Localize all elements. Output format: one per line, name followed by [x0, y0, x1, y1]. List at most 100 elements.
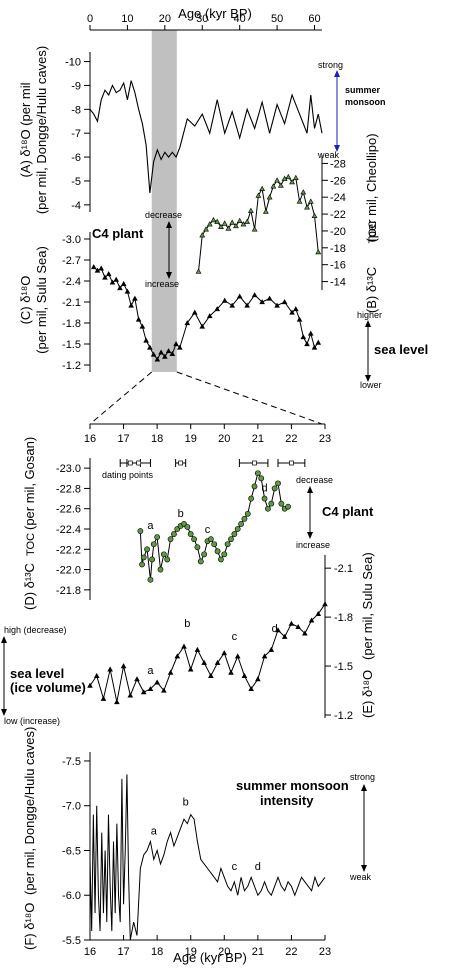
panel-c-point: [289, 309, 295, 315]
panel-b-point: [225, 225, 232, 231]
panel-e-point: [167, 669, 174, 675]
panel-f-y-tick-label: -6.0: [62, 890, 81, 902]
top-x-tick-label: 20: [159, 13, 171, 25]
panel-d-letter-b: b: [178, 508, 184, 520]
top-x-tick-label: 50: [271, 13, 283, 25]
panel-b-point: [281, 175, 288, 181]
panel-d-annotation-top: decrease: [296, 475, 333, 485]
panel-c-point: [292, 306, 299, 312]
zoom-guide-right: [176, 371, 323, 425]
panel-e-point: [268, 646, 275, 652]
panel-b-point: [214, 218, 221, 224]
panel-d-y-tick-label: -22.6: [56, 504, 81, 516]
panel-d-point: [241, 515, 248, 522]
panel-c-point: [307, 330, 314, 336]
panel-e-point: [288, 620, 295, 626]
panel-c-y-tick-label: -2.4: [62, 276, 81, 288]
panel-b-point: [262, 208, 269, 214]
panel-c-point: [296, 316, 303, 322]
panel-e-point: [214, 659, 221, 665]
panel-d-ylabel-sub: TOC: [25, 533, 37, 556]
panel-e-point: [127, 692, 134, 698]
panel-c-point: [221, 297, 228, 303]
panel-f-ylabel-2: (per mil, Dongge/Hulu caves): [22, 727, 37, 895]
panel-b-ylabel-sub: TOC: [367, 220, 379, 243]
panel-d-point: [254, 470, 261, 477]
panel-c-point: [147, 344, 153, 350]
panel-e-point: [228, 669, 234, 675]
panel-e-point: [255, 676, 261, 682]
panel-f-x-tick-label: 17: [117, 946, 129, 958]
panel-e-ylabel-2: (per mil, Sulu Sea): [360, 552, 375, 660]
panel-c-point: [120, 280, 127, 286]
panel-c-point: [124, 288, 131, 294]
panel-d-point: [187, 531, 194, 537]
panel-b-y-tick-label: -14: [330, 277, 346, 289]
panel-d-point: [244, 510, 251, 517]
panel-d-point: [201, 551, 208, 558]
panel-b-point: [206, 221, 213, 227]
panel-c-point: [162, 353, 168, 359]
panel-f-letter-b: b: [183, 797, 189, 809]
dating-point-marker: [178, 460, 183, 466]
panel-b-point: [266, 194, 273, 200]
panel-b-point: [210, 216, 217, 223]
panel-e-point: [281, 633, 288, 639]
panel-f-x-tick-label: 22: [285, 946, 297, 958]
dating-point-marker: [289, 460, 294, 466]
panel-d-top-x-tick-label: 23: [319, 433, 331, 445]
marks-layer: [87, 173, 328, 705]
panel-c-point: [236, 293, 243, 299]
panel-d-ylabel: (D) δ¹³C: [22, 563, 37, 610]
panel-b-point: [270, 183, 277, 189]
panel-e-point: [315, 610, 322, 616]
panel-f-annotation-bottom: weak: [349, 872, 372, 882]
panel-e-y-tick-label: -1.5: [334, 661, 353, 673]
panel-a-y-tick-label: -5: [71, 176, 81, 188]
panel-e-point: [181, 643, 187, 649]
panel-d-point: [197, 558, 204, 565]
panel-f-x-tick-label: 20: [218, 946, 230, 958]
panel-e-point: [261, 653, 268, 659]
panel-b-point: [221, 220, 228, 226]
panel-f-arrow-head-bottom: [361, 865, 367, 872]
panel-e-point: [308, 617, 315, 623]
panel-c-point: [109, 279, 116, 285]
panel-d-ylabel-2: (per mil, Gosan): [22, 437, 37, 530]
panel-b-point: [255, 192, 262, 198]
panel-d-point: [238, 521, 244, 527]
panel-e-annotation-label-1: sea level: [10, 666, 64, 681]
panel-d-point: [224, 541, 231, 548]
panel-b-y-tick-label: -28: [330, 158, 346, 170]
panel-c-ylabel-2: (per mil, Sulu Sea): [34, 246, 49, 354]
panel-d-point: [164, 556, 171, 563]
panel-e-point: [140, 689, 147, 695]
panel-f-annotation-label-2: intensity: [260, 793, 314, 808]
panel-a-ylabel-2: (per mil, Dongge/Hulu caves): [34, 46, 49, 214]
panel-c-point: [281, 299, 288, 305]
panel-f-x-tick-label: 18: [151, 946, 163, 958]
panel-f-y-tick-label: -6.5: [62, 845, 81, 857]
panel-e-point: [201, 659, 207, 665]
panel-c-point: [191, 309, 198, 315]
panel-b-y-tick-label: -20: [330, 226, 346, 238]
panel-a-annotation-label-1: summer: [345, 85, 381, 95]
panel-e-point: [93, 672, 100, 678]
shaded-interval: [151, 30, 177, 372]
panel-d-point: [171, 531, 177, 537]
panel-b-point: [315, 249, 322, 255]
panel-c-point: [128, 302, 134, 308]
panel-d-top-x-tick-label: 16: [84, 433, 96, 445]
panel-c-point: [102, 274, 108, 280]
panel-c-point: [206, 313, 213, 319]
panel-c-y-tick-label: -1.5: [62, 339, 81, 351]
panel-e-point: [114, 699, 120, 705]
panel-e-point: [120, 663, 127, 669]
panel-e-y-tick-label: -2.1: [334, 563, 353, 575]
panel-c-arrow-head-top: [365, 320, 371, 327]
panel-e-point: [134, 676, 140, 682]
panel-b-point: [203, 226, 209, 232]
top-x-tick-label: 60: [308, 13, 320, 25]
panel-b-y-tick-label: -22: [330, 209, 346, 221]
